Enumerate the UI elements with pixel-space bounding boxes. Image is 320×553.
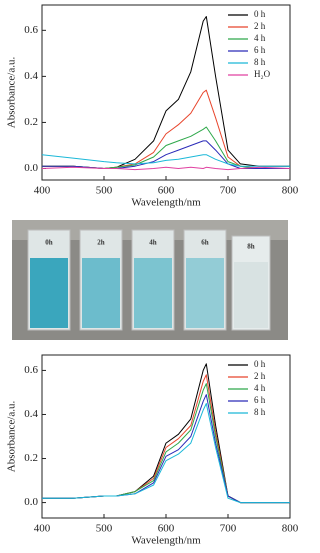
legend-label: 8 h xyxy=(254,57,266,67)
data-line xyxy=(42,363,290,504)
y-axis-label: Absorbance/a.u. xyxy=(6,401,18,473)
x-tick-label: 500 xyxy=(96,523,113,535)
vial-label: 8h xyxy=(247,243,255,251)
figure: 0h 2h 4h 6h 8h 400 500 600 700 800 0.0 0.2 0.4 0… xyxy=(6,4,299,547)
legend-label: 4 h xyxy=(254,33,266,43)
photo: 0h 2h 4h 6h 8h xyxy=(12,220,288,340)
vial-liquid xyxy=(134,258,172,328)
vial-label: 2h xyxy=(97,239,105,247)
legend-label: 6 h xyxy=(254,45,266,55)
x-axis-label: Wavelength/nm xyxy=(131,197,201,209)
vial-liquid xyxy=(234,262,268,328)
y-tick-label: 0.0 xyxy=(24,496,38,508)
x-tick-label: 700 xyxy=(220,185,237,197)
y-tick-label: 0.6 xyxy=(24,364,38,376)
vial: 6h xyxy=(183,229,227,331)
y-tick-label: 0.0 xyxy=(24,162,38,174)
legend-label: 2 h xyxy=(254,371,266,381)
legend-label: 8 h xyxy=(254,407,266,417)
legend-label: 4 h xyxy=(254,383,266,393)
y-tick-label: 0.2 xyxy=(24,452,38,464)
x-tick-label: 800 xyxy=(282,185,299,197)
data-line xyxy=(41,166,291,171)
vial: 0h xyxy=(27,229,71,331)
legend-label: 6 h xyxy=(254,395,266,405)
x-tick-label: 800 xyxy=(282,523,299,535)
vial-liquid xyxy=(30,258,68,328)
x-axis-label: Wavelength/nm xyxy=(131,535,201,547)
x-tick-label: 700 xyxy=(220,523,237,535)
y-axis-label: Absorbance/a.u. xyxy=(6,57,18,129)
legend-label: 0 h xyxy=(254,9,266,19)
plot-frame xyxy=(41,4,291,181)
page: {"chart_data": [ {"type": "line", "x_lab… xyxy=(5,4,299,547)
x-tick-label: 400 xyxy=(34,523,51,535)
vial-liquid xyxy=(186,258,224,328)
legend-label: 0 h xyxy=(254,359,266,369)
vial-label: 6h xyxy=(201,239,209,247)
x-tick-label: 600 xyxy=(158,185,175,197)
vial-liquid xyxy=(82,258,120,328)
data-line xyxy=(42,374,290,504)
legend-label: 2 h xyxy=(254,21,266,31)
plot-frame xyxy=(41,354,291,519)
data-line xyxy=(42,403,290,504)
x-tick-label: 500 xyxy=(96,185,113,197)
y-tick-label: 0.4 xyxy=(24,408,38,420)
x-tick-label: 600 xyxy=(158,523,175,535)
data-line xyxy=(41,154,290,167)
y-tick-label: 0.2 xyxy=(24,116,38,128)
vial-label: 0h xyxy=(45,239,53,247)
data-line xyxy=(42,126,290,169)
x-tick-label: 400 xyxy=(34,185,51,197)
y-tick-label: 0.4 xyxy=(24,70,38,82)
vial: 8h xyxy=(231,235,271,331)
data-line xyxy=(42,89,290,169)
legend-label: H₂O xyxy=(254,69,271,79)
vial: 4h xyxy=(131,229,175,331)
vial-label: 4h xyxy=(149,239,157,247)
vial: 2h xyxy=(79,229,123,331)
y-tick-label: 0.6 xyxy=(24,24,38,36)
